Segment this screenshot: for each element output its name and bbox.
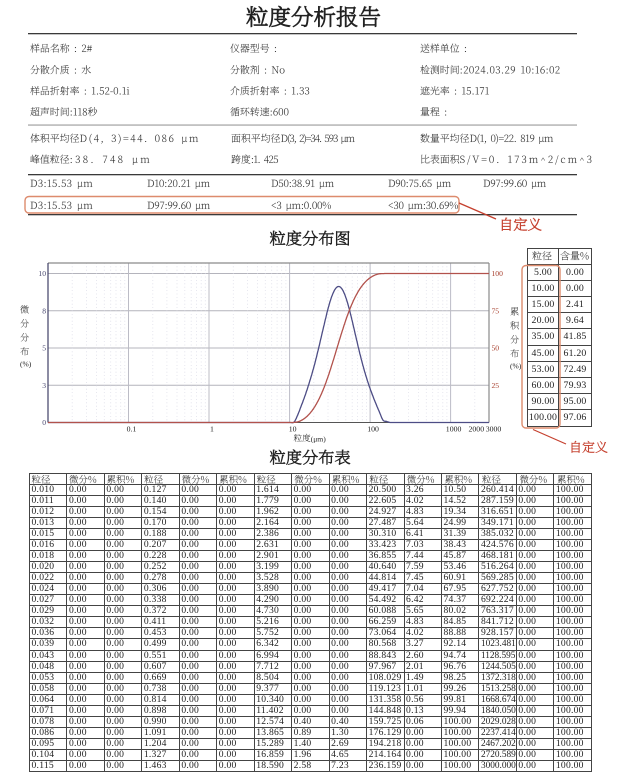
- svg-text:100: 100: [492, 269, 504, 278]
- svg-text:2000: 2000: [469, 425, 485, 434]
- svg-text:50: 50: [492, 344, 500, 353]
- svg-text:0.1: 0.1: [127, 425, 137, 434]
- svg-text:(%): (%): [510, 362, 522, 371]
- svg-text:100: 100: [367, 425, 379, 434]
- svg-text:(%): (%): [20, 360, 32, 369]
- svg-text:10: 10: [289, 425, 297, 434]
- svg-text:25: 25: [492, 381, 500, 390]
- svg-text:10: 10: [38, 269, 46, 278]
- svg-text:8: 8: [42, 306, 46, 315]
- svg-text:1000: 1000: [446, 425, 462, 434]
- svg-text:3: 3: [42, 381, 46, 390]
- svg-text:0: 0: [42, 418, 46, 427]
- svg-text:3000: 3000: [486, 425, 502, 434]
- svg-text:75: 75: [492, 306, 500, 315]
- svg-text:5: 5: [42, 344, 46, 353]
- svg-text:(μm): (μm): [311, 434, 327, 443]
- svg-text:1: 1: [210, 425, 214, 434]
